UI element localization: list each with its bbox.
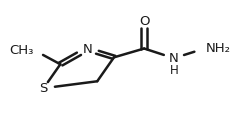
Text: N: N	[82, 43, 92, 56]
Text: CH₃: CH₃	[9, 44, 33, 57]
Text: NH₂: NH₂	[206, 42, 231, 55]
Text: N: N	[169, 52, 179, 65]
Text: S: S	[39, 82, 48, 95]
Text: H: H	[169, 64, 178, 77]
Text: O: O	[139, 15, 150, 28]
